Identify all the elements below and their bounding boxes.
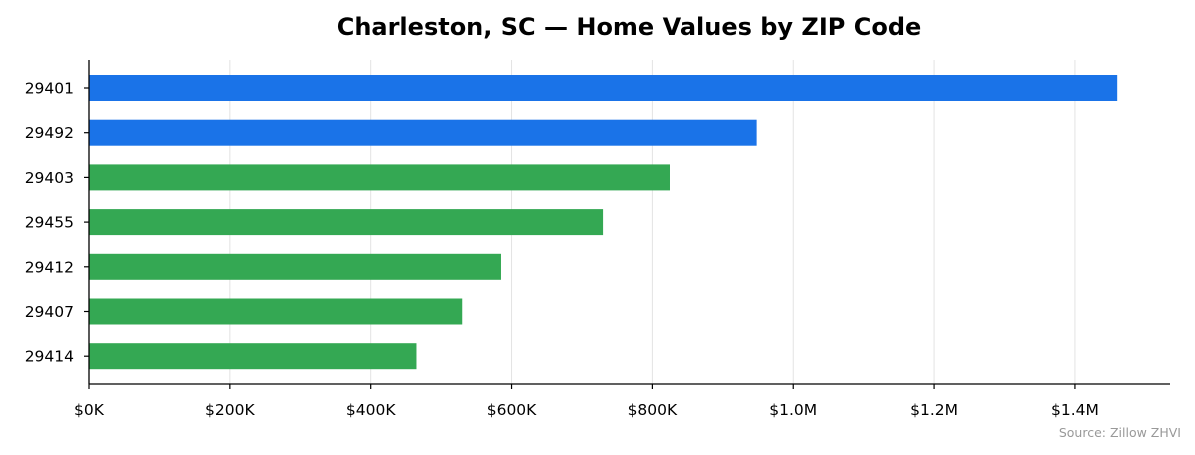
x-tick-label: $0K [74,401,105,419]
bar-29403 [89,164,670,191]
y-tick-label: 29414 [25,348,74,366]
y-tick-label: 29455 [25,214,74,232]
bar-29414 [89,343,417,370]
y-tick-label: 29403 [25,169,74,187]
bar-29412 [89,253,501,280]
x-tick-label: $600K [487,401,537,419]
x-tick-label: $1.2M [910,401,958,419]
source-note: Source: Zillow ZHVI [1059,425,1181,440]
bar-29407 [89,298,463,325]
bars [89,75,1118,370]
y-tick-label: 29492 [25,124,74,142]
x-tick-label: $1.0M [769,401,817,419]
y-tick-label: 29407 [25,303,74,321]
bar-29492 [89,119,757,146]
x-tick-label: $200K [205,401,255,419]
x-tick-label: $400K [346,401,396,419]
y-axis-ticks: 29401 29492 29403 29455 29412 29407 29414 [25,80,89,366]
x-axis-ticks: $0K $200K $400K $600K $800K $1.0M $1.2M $1.4M [74,384,1099,419]
y-tick-label: 29412 [25,258,74,276]
chart-title: Charleston, SC — Home Values by ZIP Code [337,13,922,41]
bar-29401 [89,75,1118,101]
x-tick-label: $800K [628,401,678,419]
x-tick-label: $1.4M [1051,401,1099,419]
bar-29455 [89,209,604,236]
y-tick-label: 29401 [25,80,74,98]
